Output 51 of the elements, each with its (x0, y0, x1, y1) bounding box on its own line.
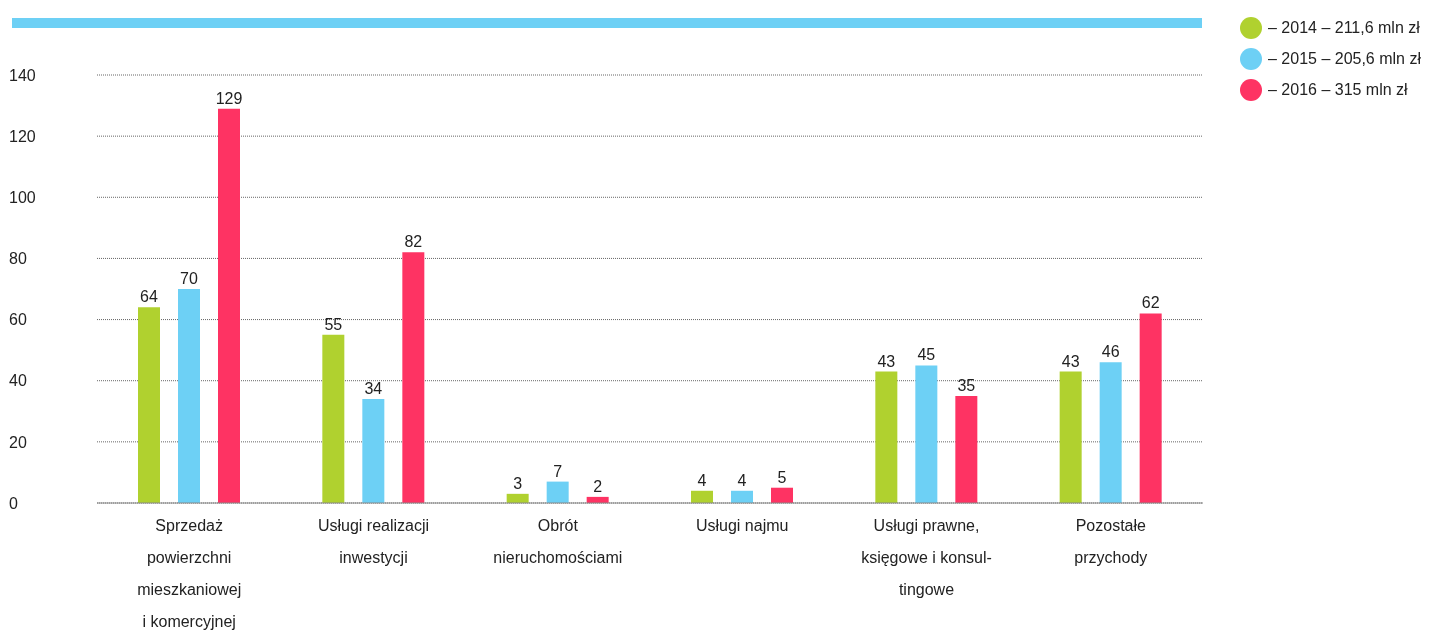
y-tick-label: 100 (9, 188, 36, 206)
bar (1099, 362, 1122, 503)
y-tick-label: 40 (9, 372, 27, 390)
bar (691, 490, 713, 503)
data-label: 46 (1101, 343, 1120, 361)
data-label: 43 (877, 352, 896, 370)
bar (362, 399, 385, 503)
bar (875, 371, 898, 503)
x-tick-label: Usługi najmu (695, 517, 789, 534)
bar (178, 289, 200, 503)
bar (218, 108, 240, 503)
bar (138, 307, 160, 503)
x-tick-label: Obrót nieruchomościami (493, 517, 623, 566)
y-tick-label: 120 (9, 127, 36, 145)
bar (1059, 371, 1082, 503)
data-label: 4 (737, 471, 747, 489)
data-label: 62 (1141, 294, 1160, 312)
y-tick-label: 140 (9, 66, 36, 84)
y-tick-label: 0 (9, 494, 18, 512)
bar (955, 396, 978, 503)
data-label: 3 (513, 474, 523, 492)
data-label: 55 (324, 315, 343, 333)
bar (771, 487, 793, 503)
data-label: 4 (697, 471, 707, 489)
x-tick-label: Usługi realizacji inwestycji (317, 517, 430, 566)
data-label: 64 (140, 288, 158, 306)
data-label: 5 (777, 468, 787, 486)
data-label: 35 (957, 377, 976, 394)
data-label: 43 (1061, 352, 1080, 370)
data-label: 45 (917, 346, 936, 364)
data-label: 7 (553, 462, 563, 480)
y-tick-label: 60 (9, 311, 27, 329)
bar (546, 481, 569, 503)
data-label: 2 (593, 477, 603, 495)
legend-label: – 2014 – 211,6 mln zł (1268, 18, 1420, 37)
x-tick-label: Sprzedaż powierzchni mieszkaniowej i komercyjnej (137, 517, 242, 630)
data-label: 129 (215, 89, 243, 107)
legend-label: – 2016 – 315 mln zł (1268, 80, 1408, 99)
legend-label: – 2015 – 205,6 mln zł (1268, 49, 1421, 68)
data-label: 34 (364, 380, 383, 398)
x-tick-label: Pozostałe przychody (1074, 517, 1148, 566)
y-tick-label: 80 (9, 250, 27, 268)
y-tick-label: 20 (9, 433, 27, 451)
bar (1139, 313, 1162, 503)
bar (322, 334, 345, 503)
data-label: 70 (180, 270, 198, 287)
bar (731, 490, 753, 503)
bar (402, 252, 425, 503)
x-tick-label: Usługi prawne, księgowe i konsul- tingowe (861, 517, 992, 598)
bar (915, 365, 938, 503)
data-label: 82 (404, 233, 423, 251)
